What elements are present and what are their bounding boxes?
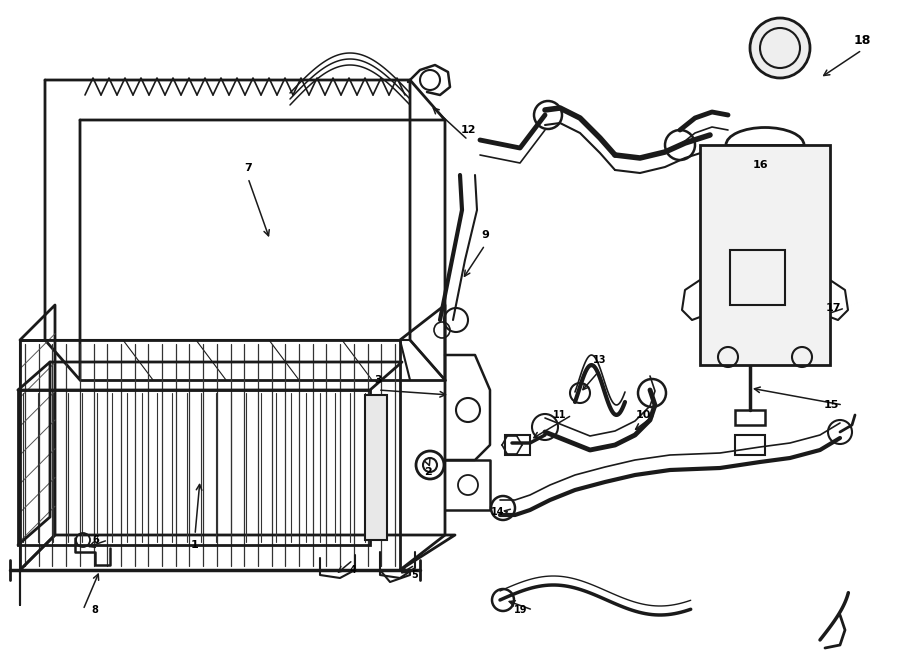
Bar [505, 435, 530, 455]
Text: 19: 19 [514, 605, 527, 615]
Text: 8: 8 [92, 605, 98, 615]
Bar [735, 410, 765, 425]
Text: 6: 6 [93, 535, 99, 545]
Text: 16: 16 [752, 160, 768, 170]
Text: 13: 13 [593, 355, 607, 365]
Circle shape [750, 18, 810, 78]
Text: 2: 2 [424, 467, 432, 477]
Text: 11: 11 [554, 410, 567, 420]
Bar [365, 395, 387, 540]
Bar [700, 145, 830, 365]
Text: 15: 15 [824, 400, 839, 410]
Bar [735, 435, 765, 455]
Text: 3: 3 [374, 375, 382, 385]
Text: 9: 9 [482, 230, 489, 240]
Bar [730, 250, 785, 305]
Text: 10: 10 [635, 410, 651, 420]
Text: 17: 17 [825, 303, 841, 313]
Bar [18, 390, 370, 545]
Text: 18: 18 [853, 34, 870, 46]
Text: 7: 7 [244, 163, 252, 173]
Text: 1: 1 [191, 540, 199, 550]
Text: 4: 4 [349, 565, 356, 575]
Text: 5: 5 [411, 570, 418, 580]
Bar [20, 340, 400, 570]
Text: 12: 12 [460, 125, 476, 135]
Text: 14: 14 [491, 507, 505, 517]
